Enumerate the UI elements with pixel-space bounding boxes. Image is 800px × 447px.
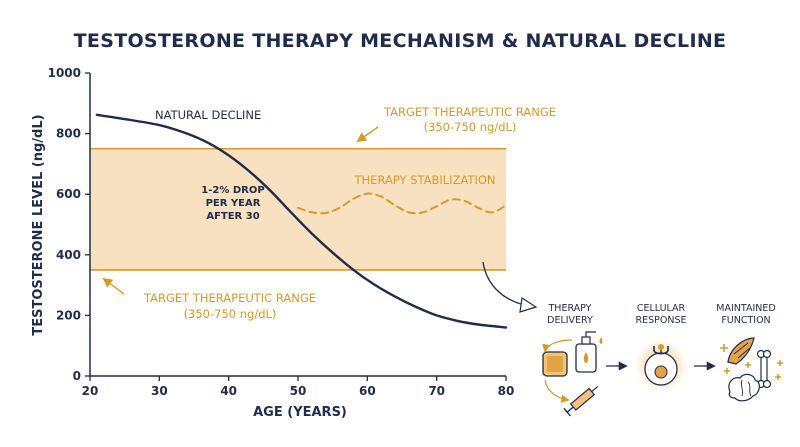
step-2-label-line-1: CELLULAR [637,303,686,314]
band-label-top: TARGET THERAPEUTIC RANGE (350-750 ng/dL) [383,105,556,134]
cell-receptor-icon [631,336,691,396]
brain-icon [728,373,760,402]
muscle-bone-brain-icon [720,337,783,402]
x-axis-title: AGE (YEARS) [253,405,347,420]
band-label-bottom-line-2: (350-750 ng/dL) [184,307,277,321]
step-1-label-line-1: THERAPY [548,303,592,314]
therapy-stabilization-label: THERAPY STABILIZATION [354,173,496,187]
therapy-stabilization-line [297,192,507,215]
plus-signs [720,344,783,380]
band-label-bottom-arrow [102,277,125,295]
band-label-top-line-1: TARGET THERAPEUTIC RANGE [383,105,556,119]
series-layer [95,113,508,329]
y-tick-label: 200 [56,308,81,322]
x-tick-label: 30 [151,384,168,398]
y-axis-title: TESTOSTERONE LEVEL (ng/dL) [31,114,46,335]
x-tick-label: 20 [82,384,99,398]
step-1-label-line-2: DELIVERY [547,315,593,326]
y-tick-label: 1000 [48,66,81,80]
band-label-bottom: TARGET THERAPEUTIC RANGE (350-750 ng/dL) [143,291,316,321]
curved-pointer-arrowhead [519,296,538,313]
x-tick-label: 40 [220,384,237,398]
band-label-bottom-line-1: TARGET THERAPEUTIC RANGE [143,291,316,305]
decline-rate-line-2: PER YEAR [206,198,261,209]
natural-decline-line [95,113,508,329]
step-2-label-line-2: RESPONSE [636,315,687,326]
y-tick-label: 800 [56,127,81,141]
muscle-icon [727,337,755,365]
x-tick-label: 80 [498,384,515,398]
axes: 0 200 400 600 800 1000 20 30 40 50 60 70 80 [48,66,515,398]
y-tick-label: 400 [56,248,81,262]
y-tick-label: 0 [73,369,81,383]
decline-rate-line-3: AFTER 30 [206,211,259,222]
band-label-top-arrow [356,126,379,143]
gel-patch-injection-icon [542,331,603,417]
decline-rate-line-1: 1-2% DROP [201,185,264,196]
therapeutic-range-band [90,148,506,270]
x-tick-label: 60 [359,384,376,398]
x-tick-label: 50 [290,384,307,398]
y-tick-label: 600 [56,187,81,201]
natural-decline-label: NATURAL DECLINE [155,108,261,122]
band-label-top-line-2: (350-750 ng/dL) [424,120,517,134]
step-3-label-line-2: FUNCTION [721,315,770,326]
step-3-label-line-1: MAINTAINED [716,303,775,314]
decline-rate-note: 1-2% DROP PER YEAR AFTER 30 [201,185,264,222]
x-tick-label: 70 [428,384,445,398]
bone-icon [756,349,772,389]
chart-title: TESTOSTERONE THERAPY MECHANISM & NATURAL… [74,30,727,52]
mechanism-panel: THERAPY DELIVERY CELLULAR RESPONSE MAINT… [542,303,783,417]
